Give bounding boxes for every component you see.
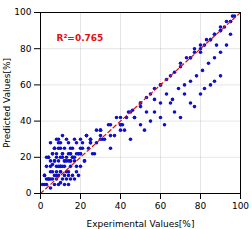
svg-text:100: 100	[14, 7, 31, 17]
svg-text:Experimental Values[%]: Experimental Values[%]	[87, 219, 195, 229]
svg-text:40: 40	[20, 116, 32, 126]
svg-text:80: 80	[20, 44, 32, 54]
svg-text:60: 60	[155, 201, 167, 211]
svg-text:40: 40	[115, 201, 127, 211]
svg-text:20: 20	[75, 201, 87, 211]
svg-text:R²=0.765: R²=0.765	[57, 33, 104, 43]
svg-text:0: 0	[26, 188, 32, 198]
svg-text:0: 0	[38, 201, 44, 211]
svg-text:80: 80	[195, 201, 207, 211]
svg-text:100: 100	[232, 201, 249, 211]
svg-text:Predicted Values[%]: Predicted Values[%]	[2, 58, 12, 148]
svg-text:20: 20	[20, 152, 32, 162]
svg-text:60: 60	[20, 80, 32, 90]
